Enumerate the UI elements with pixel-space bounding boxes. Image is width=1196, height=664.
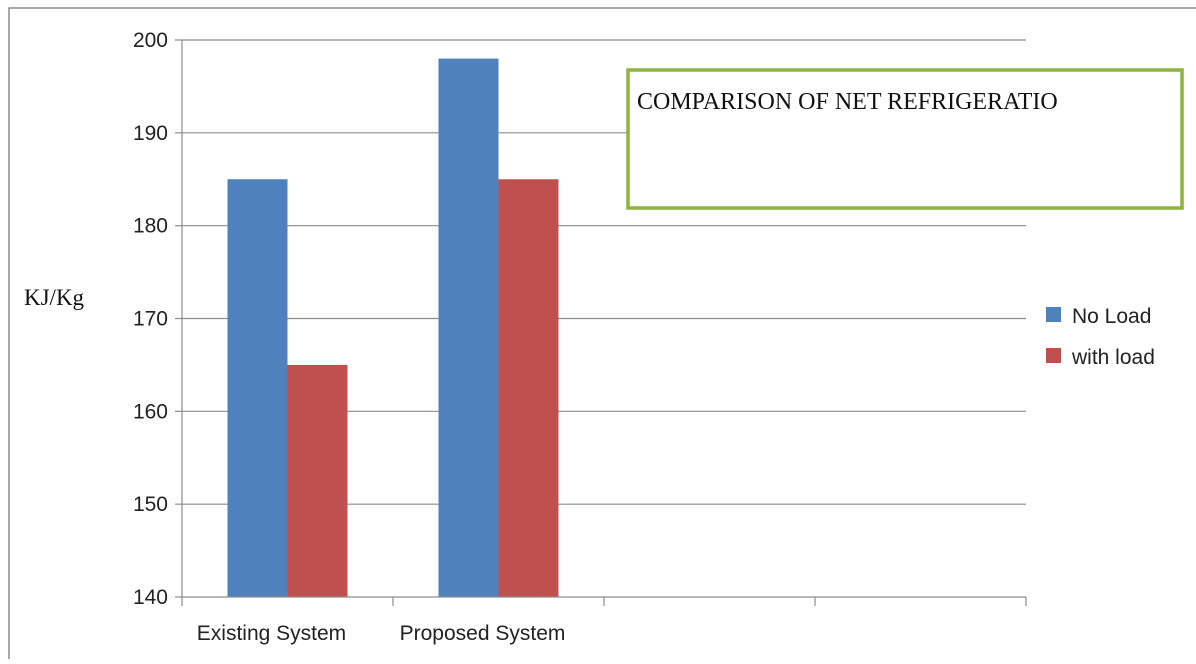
y-tick-label: 150 xyxy=(133,493,168,516)
legend-label: No Load xyxy=(1072,305,1151,328)
x-category-label: Existing System xyxy=(197,622,346,645)
bar xyxy=(287,364,348,597)
y-tick-label: 180 xyxy=(133,215,168,238)
legend-swatch xyxy=(1046,307,1061,322)
legend: No Load with load xyxy=(1046,305,1155,369)
legend-swatch xyxy=(1046,348,1061,363)
bars xyxy=(227,58,559,598)
bar xyxy=(438,58,499,598)
axes: 140 150 160 170 180 190 200 Existing System Prop… xyxy=(133,29,1027,645)
y-tick-label: 200 xyxy=(133,29,168,52)
title-box: COMPARISON OF NET REFRIGERATIO xyxy=(626,68,1184,210)
y-tick-label: 190 xyxy=(133,122,168,145)
y-axis-label: KJ/Kg xyxy=(24,285,85,310)
y-tick-label: 170 xyxy=(133,308,168,331)
chart-title: COMPARISON OF NET REFRIGERATIO xyxy=(637,89,1058,115)
title-box-border xyxy=(626,68,1184,210)
bar xyxy=(498,179,559,597)
x-category-label: Proposed System xyxy=(400,622,566,645)
y-tick-label: 140 xyxy=(133,586,168,609)
y-tick-label: 160 xyxy=(133,400,168,423)
legend-label: with load xyxy=(1071,346,1155,369)
bar xyxy=(227,179,288,597)
